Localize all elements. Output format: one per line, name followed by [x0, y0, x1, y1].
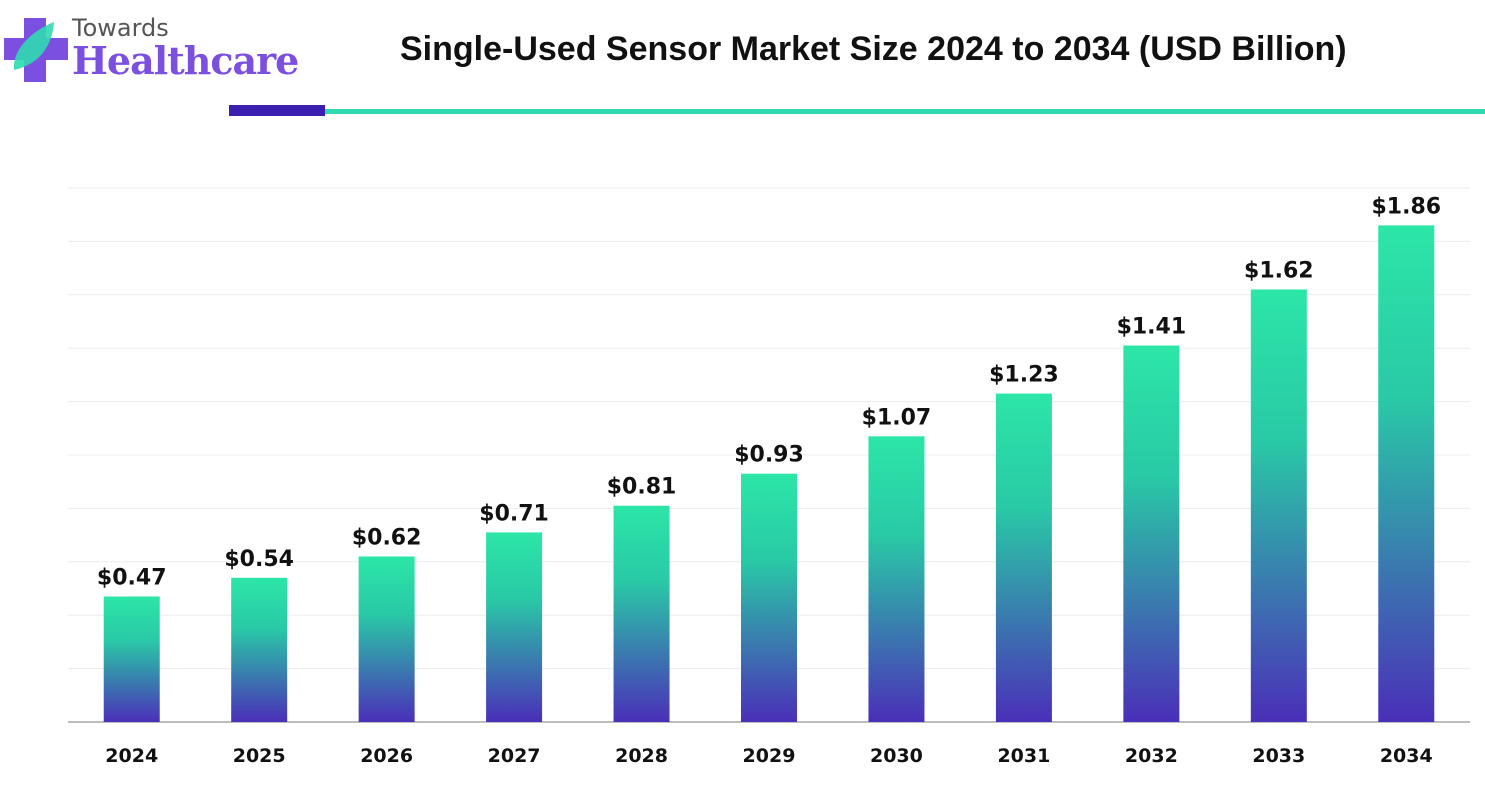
bar-2034 — [1378, 225, 1435, 722]
x-tick-2028: 2028 — [615, 745, 668, 767]
x-tick-2033: 2033 — [1252, 745, 1305, 767]
data-label-2025: $0.54 — [224, 547, 294, 572]
header-accent-teal — [325, 109, 1485, 114]
data-label-2030: $1.07 — [862, 405, 932, 430]
data-labels: $0.47 $0.54 $0.62 $0.71 $0.81 $0.93 $1.07 $1.23… — [97, 194, 1441, 590]
bar-2028 — [613, 505, 670, 722]
data-label-2024: $0.47 — [97, 566, 167, 591]
x-tick-2027: 2027 — [488, 745, 541, 767]
bar-2033 — [1250, 289, 1307, 722]
bar-2025 — [231, 577, 288, 722]
x-tick-2032: 2032 — [1125, 745, 1178, 767]
data-label-2029: $0.93 — [734, 443, 804, 468]
bar-2024 — [103, 596, 160, 722]
logo-text-towards: Towards — [72, 14, 169, 42]
data-label-2027: $0.71 — [479, 501, 549, 526]
data-label-2031: $1.23 — [989, 363, 1059, 388]
x-tick-labels: 2024 2025 2026 2027 2028 2029 2030 2031 2032 2033… — [105, 745, 1432, 767]
data-label-2032: $1.41 — [1117, 315, 1187, 340]
bar-2030 — [868, 436, 925, 722]
x-tick-2034: 2034 — [1380, 745, 1433, 767]
data-label-2034: $1.86 — [1371, 194, 1441, 219]
data-label-2033: $1.62 — [1244, 258, 1314, 283]
data-label-2026: $0.62 — [352, 525, 422, 550]
header-accent-dark — [229, 105, 325, 116]
bar-2032 — [1123, 345, 1180, 722]
x-tick-2024: 2024 — [105, 745, 158, 767]
bars — [103, 225, 1435, 722]
x-tick-2030: 2030 — [870, 745, 923, 767]
x-tick-2031: 2031 — [997, 745, 1050, 767]
x-tick-2025: 2025 — [233, 745, 286, 767]
bar-2031 — [995, 393, 1052, 722]
logo-text-healthcare: Healthcare — [72, 38, 299, 83]
logo: Towards Healthcare — [4, 14, 299, 94]
bar-2029 — [741, 473, 797, 722]
bar-2027 — [486, 532, 543, 722]
medical-cross-icon — [4, 18, 68, 82]
bar-2026 — [358, 556, 415, 722]
x-tick-2026: 2026 — [360, 745, 413, 767]
chart-title: Single-Used Sensor Market Size 2024 to 2… — [400, 30, 1347, 68]
data-label-2028: $0.81 — [607, 475, 677, 500]
x-tick-2029: 2029 — [743, 745, 796, 767]
